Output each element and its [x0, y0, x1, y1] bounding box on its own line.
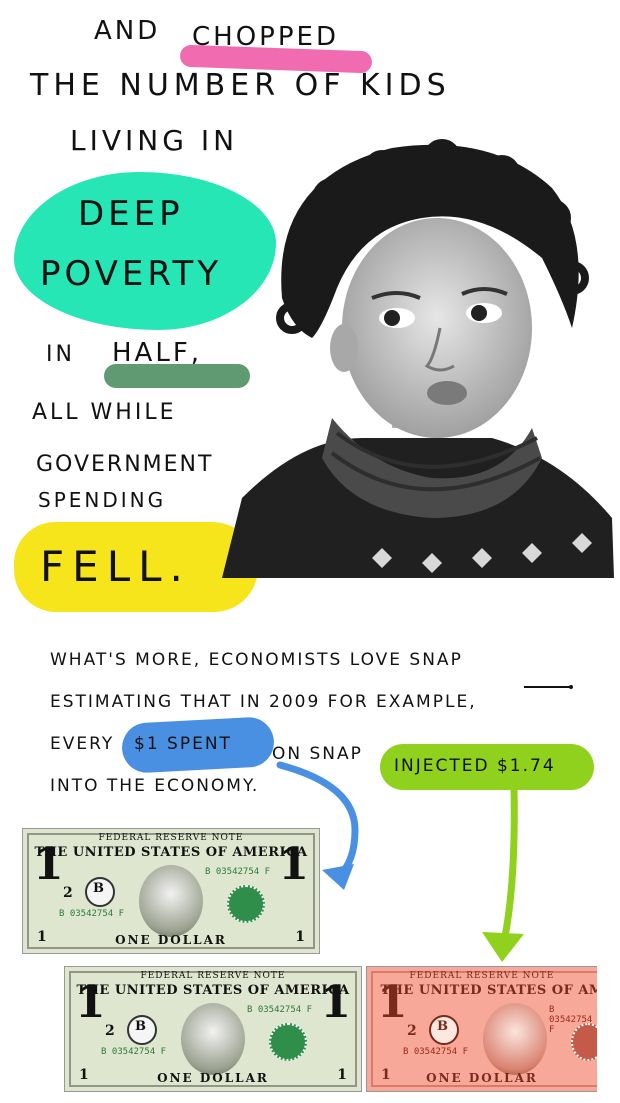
- bill-corner-1: 1: [37, 929, 47, 945]
- bill-small-number: 2: [63, 885, 73, 901]
- bill-small-number: 2: [105, 1023, 115, 1039]
- bill-letter: B: [93, 881, 104, 896]
- text-in: IN: [46, 342, 75, 367]
- bill-frame: [27, 833, 315, 949]
- bill-letter-seal: [127, 1015, 157, 1045]
- bill-serial-bottom: B 03542754 F: [403, 1047, 469, 1057]
- injected-highlight: [380, 744, 594, 790]
- bill-small-number: 2: [407, 1023, 417, 1039]
- half-highlight: [104, 364, 250, 388]
- bill-corner-2: 1: [337, 1067, 347, 1083]
- paragraph-line-3a: EVERY: [50, 734, 115, 754]
- bill-letter-seal: [85, 877, 115, 907]
- text-government: GOVERNMENT: [36, 452, 214, 477]
- bill-corner-1: 1: [381, 1067, 391, 1083]
- paragraph-line-2: ESTIMATING THAT IN 2009 FOR EXAMPLE,: [50, 692, 477, 712]
- text-half: HALF,: [112, 338, 203, 368]
- text-number-of-kids: THE NUMBER OF KIDS: [30, 68, 451, 103]
- bill-letter: B: [135, 1019, 146, 1034]
- dash-line: [524, 685, 573, 689]
- bill-denomination-left: 1: [377, 977, 408, 1028]
- bill-serial-bottom: B 03542754 F: [59, 909, 125, 919]
- bill-title: THE UNITED STATES OF AMERICA: [380, 983, 597, 998]
- bill-footer: ONE DOLLAR: [426, 1071, 538, 1085]
- deep-poverty-highlight: [14, 172, 276, 330]
- text-deep: DEEP: [78, 194, 184, 234]
- text-living-in: LIVING IN: [70, 124, 239, 157]
- paragraph-line-4: INTO THE ECONOMY.: [50, 776, 260, 796]
- text-chopped: CHOPPED: [192, 22, 339, 52]
- bill-header: FEDERAL RESERVE NOTE: [98, 833, 244, 843]
- arrow-icon: [482, 783, 524, 962]
- paragraph-dollar-spent: $1 SPENT: [134, 734, 232, 754]
- bill-seal: [571, 1023, 597, 1061]
- bill-corner-1: 1: [79, 1067, 89, 1083]
- text-and: AND: [94, 16, 161, 46]
- bill-footer: ONE DOLLAR: [115, 933, 227, 947]
- paragraph-line-1: WHAT'S MORE, ECONOMISTS LOVE SNAP: [50, 650, 463, 670]
- bill-seal: [269, 1023, 307, 1061]
- child-photo: [222, 138, 614, 578]
- bill-denomination-left: 1: [33, 839, 64, 890]
- dollar-bill-1: FEDERAL RESERVE NOTE THE UNITED STATES O…: [22, 828, 320, 954]
- text-all-while: ALL WHILE: [32, 400, 177, 425]
- bill-frame: [69, 971, 357, 1087]
- child-illustration: [222, 139, 614, 578]
- bill-denomination-right: 1: [320, 977, 351, 1028]
- text-spending: SPENDING: [38, 488, 167, 512]
- bill-portrait: [181, 1003, 245, 1075]
- bill-serial-bottom: B 03542754 F: [101, 1047, 167, 1057]
- bill-serial-top: B 03542754 F: [205, 867, 271, 877]
- paragraph-injected: INJECTED $1.74: [394, 756, 556, 776]
- bill-footer: ONE DOLLAR: [157, 1071, 269, 1085]
- bill-letter-seal: [429, 1015, 459, 1045]
- bill-serial-top: B 03542754 F: [549, 1005, 593, 1035]
- bill-header: FEDERAL RESERVE NOTE: [409, 971, 555, 981]
- bill-title: THE UNITED STATES OF AMERICA: [76, 983, 350, 998]
- bill-letter: B: [437, 1019, 448, 1034]
- bill-denomination-right: 1: [278, 839, 309, 890]
- bill-portrait: [483, 1003, 547, 1075]
- bill-title: THE UNITED STATES OF AMERICA: [34, 845, 308, 860]
- bill-portrait: [139, 865, 203, 937]
- bill-seal: [227, 885, 265, 923]
- paragraph-line-3b: ON SNAP: [272, 744, 363, 764]
- text-fell: FELL.: [40, 542, 191, 591]
- bill-corner-2: 1: [295, 929, 305, 945]
- bill-frame: [371, 971, 597, 1087]
- bill-denomination-left: 1: [75, 977, 106, 1028]
- bill-serial-top: B 03542754 F: [247, 1005, 313, 1015]
- text-poverty: POVERTY: [40, 254, 223, 294]
- arrow-icon: [276, 761, 359, 890]
- bill-header: FEDERAL RESERVE NOTE: [140, 971, 286, 981]
- dollar-bill-2: FEDERAL RESERVE NOTE THE UNITED STATES O…: [64, 966, 362, 1092]
- fell-highlight: [14, 522, 258, 612]
- dollar-bill-3: FEDERAL RESERVE NOTE THE UNITED STATES O…: [366, 966, 597, 1092]
